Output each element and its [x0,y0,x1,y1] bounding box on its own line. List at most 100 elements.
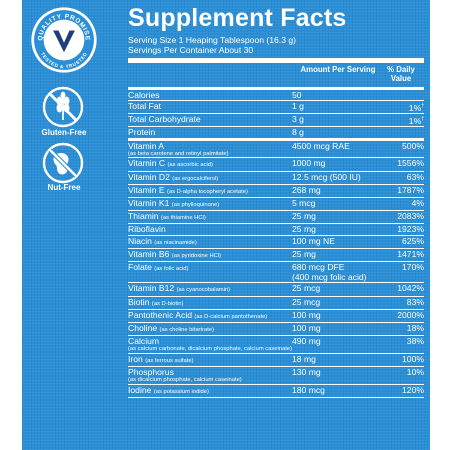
nutrient-name: Calcium (as calcium carbonate, dicalcium … [128,336,292,353]
nutrient-source: (as potassium iodide) [153,388,209,395]
dagger-mark: † [421,103,424,110]
thick-divider [128,58,424,63]
nutrient-label: Phosphorus [128,367,174,378]
nutrient-source: (as thiamine HCl) [160,215,206,222]
amount-cell: 25 mcg [292,283,386,293]
daily-value: 10% [406,367,424,378]
amount-value: 180 mcg [292,384,325,395]
table-row: Vitamin C (as ascorbic acid) 1000 mg 1556% [128,158,424,172]
nutrient-name: Calories [128,90,292,100]
daily-value-cell: 1787% [386,185,424,195]
nutrient-name: Niacin (as niacinamide) [128,236,292,248]
table-row: Vitamin B6 (as pyridoxine HCl) 25 mg 1471% [128,249,424,262]
amount-value: 8 g [292,127,304,138]
nutrient-label: Folate [128,261,152,272]
amount-cell: 680 mcg DFE (400 mcg folic acid) [292,262,386,282]
amount-cell: 25 mcg [292,297,386,307]
amount-cell: 1 g [292,101,386,111]
nutrient-source: (as dicalcium phosphate, calcium caseina… [128,377,242,384]
nutrient-label: Choline [128,322,158,333]
amount-cell: 490 mg [292,336,386,346]
daily-value: 1787% [397,184,424,195]
nutrient-name: Vitamin C (as ascorbic acid) [128,158,292,170]
table-row: Folate (as folic acid) 680 mcg DFE (400 mc… [128,261,424,284]
servings-per-container: Servings Per Container About 30 [128,45,254,55]
amount-value: 268 mg [292,184,321,195]
v-logo-icon [53,30,75,53]
daily-value: 1042% [397,283,424,294]
daily-value: 1471% [397,248,424,259]
amount-detail: (400 mcg folic acid) [292,272,367,283]
amount-value: 25 mcg [292,296,321,307]
nutrient-name: Phosphorus (as dicalcium phosphate, calci… [128,367,292,384]
facts-table: Calories 50 Total Fat 1 g 1%† Total Carbohydr… [128,90,424,399]
table-row: Pantothenic Acid (as D-calcium pantothen… [128,310,424,323]
daily-value: 170% [402,261,424,272]
daily-value: 1556% [397,158,424,169]
table-row: Vitamin K1 (as phylloquinone) 5 mcg 4% [128,198,424,212]
daily-value-cell: 625% [386,236,424,246]
amount-value: 50 [292,90,302,100]
nutrient-name: Iron (as ferrous sulfate) [128,354,292,366]
table-row: Vitamin D2 (as ergocalciferol) 12.5 mcg (… [128,172,424,185]
nutrient-source: (as choline bitartrate) [159,326,214,333]
nutrient-name: Pantothenic Acid (as D-calcium pantothen… [128,310,292,322]
supplement-facts-panel: Supplement Facts Serving Size 1 Heaping … [128,4,424,399]
nutrient-label: Total Fat [128,101,161,112]
amount-value: 25 mg [292,211,316,222]
daily-value-cell: 18% [386,323,424,333]
nutrient-source: (as calcium carbonate, dicalcium phospha… [128,346,292,353]
nutrient-name: Folate (as folic acid) [128,262,292,274]
daily-value-cell: 120% [386,385,424,395]
amount-value: 25 mg [292,248,316,259]
table-row: Vitamin E (as D-alpha tocopheryl acetate… [128,185,424,198]
daily-value-cell: 4% [386,198,424,208]
daily-value-cell: 2083% [386,211,424,221]
nutrient-name: Biotin (as D-biotin) [128,297,292,309]
amount-value: 25 mcg [292,283,321,294]
daily-value: 2000% [397,309,424,320]
daily-value: 63% [406,171,424,182]
daily-value: 38% [406,336,424,347]
amount-cell: 5 mcg [292,198,386,208]
table-row: Biotin (as D-biotin) 25 mcg 83% [128,297,424,310]
daily-value: 2083% [397,211,424,222]
nutrient-name: Vitamin D2 (as ergocalciferol) [128,172,292,184]
nutrient-label: Pantothenic Acid [128,309,193,320]
amount-value: 18 mg [292,353,316,364]
amount-cell: 25 mg [292,211,386,221]
daily-value: 1% [408,103,422,114]
nutrient-source: (as ascorbic acid) [167,162,213,169]
nutrient-source: (as niacinamide) [154,239,197,246]
nutrient-label: Thiamin [128,211,159,222]
nutrient-source: (as D-biotin) [151,300,184,307]
nutrient-label: Vitamin E [128,184,165,195]
amount-value: 130 mg [292,367,321,378]
amount-value: 100 mg [292,322,321,333]
nutrient-name: Total Fat [128,101,292,111]
amount-cell: 100 mg NE [292,236,386,246]
daily-value: 18% [406,322,424,333]
daily-value: 100% [402,353,424,364]
daily-value-cell: 1471% [386,249,424,259]
nutrient-name: Vitamin B6 (as pyridoxine HCl) [128,249,292,261]
nutrient-label: Calcium [128,336,160,347]
nutrient-label: Vitamin B6 [128,248,170,259]
table-row: Iron (as ferrous sulfate) 18 mg 100% [128,353,424,368]
nutrient-label: Total Carbohydrate [128,114,201,125]
amount-cell: 8 g [292,127,386,137]
header-amount: Amount Per Serving [300,65,376,74]
dagger-mark: † [421,116,424,123]
table-row: Total Carbohydrate 3 g 1%† [128,114,424,128]
table-row: Protein 8 g [128,127,424,141]
table-row: Vitamin B12 (as cyanocobalamin) 25 mcg 104… [128,283,424,297]
daily-value: 1% [408,116,422,127]
nutrient-source: (as cyanocobalamin) [176,287,231,294]
nutrient-name: Vitamin E (as D-alpha tocopheryl acetate… [128,185,292,197]
table-row: Iodine (as potassium iodide) 180 mcg 120% [128,384,424,399]
table-row: Calories 50 [128,90,424,102]
amount-cell: 1000 mg [292,158,386,168]
amount-value: 4500 mcg RAE [292,140,350,151]
nutrient-source: (as folic acid) [154,265,189,272]
nutrient-name: Total Carbohydrate [128,114,292,124]
